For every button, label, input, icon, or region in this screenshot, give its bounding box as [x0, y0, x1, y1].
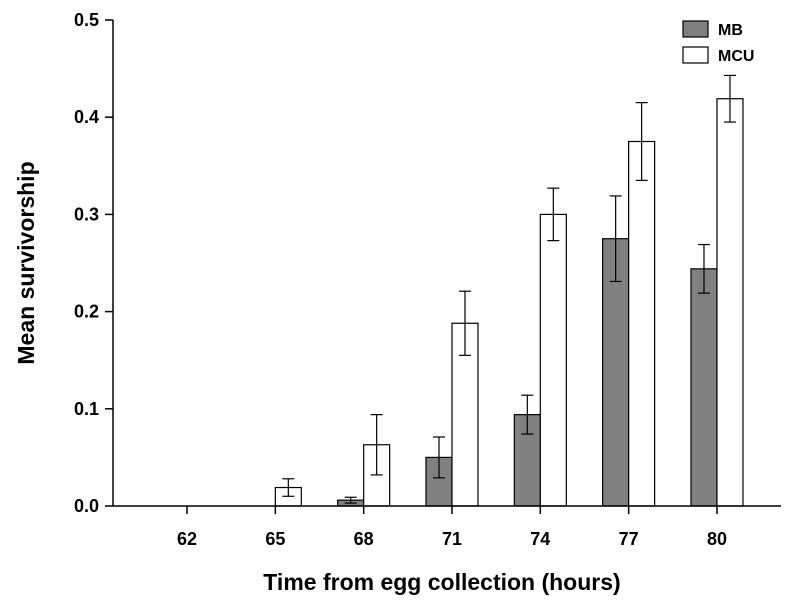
bar-mcu-80 — [716, 98, 744, 507]
bar-mcu-74 — [539, 213, 567, 507]
legend-label-mcu: MCU — [718, 48, 754, 65]
x-axis-ticks: 62 65 68 71 74 77 80 — [177, 506, 727, 549]
y-tick-label-0: 0.0 — [74, 496, 99, 516]
x-tick-label-3: 71 — [442, 529, 462, 549]
x-axis-title: Time from egg collection (hours) — [263, 569, 620, 595]
legend: MB MCU — [682, 20, 754, 65]
chart-marks — [274, 74, 744, 507]
x-tick-label-6: 80 — [707, 529, 727, 549]
x-tick-label-1: 65 — [265, 529, 285, 549]
y-tick-label-4: 0.4 — [74, 107, 99, 127]
y-tick-label-1: 0.1 — [74, 399, 99, 419]
x-tick-label-2: 68 — [354, 529, 374, 549]
y-tick-label-3: 0.3 — [74, 204, 99, 224]
legend-swatch-mb — [682, 20, 709, 38]
y-axis-ticks: 0.0 0.1 0.2 0.3 0.4 0.5 — [74, 10, 113, 516]
x-tick-label-4: 74 — [530, 529, 550, 549]
legend-swatch-mcu — [682, 46, 709, 64]
bar-mcu-77 — [628, 140, 656, 507]
y-tick-label-5: 0.5 — [74, 10, 99, 30]
legend-label-mb: MB — [718, 22, 743, 39]
bar-mb-80 — [690, 268, 718, 507]
x-tick-label-0: 62 — [177, 529, 197, 549]
x-tick-label-5: 77 — [619, 529, 639, 549]
y-axis-title: Mean survivorship — [13, 161, 39, 364]
y-tick-label-2: 0.2 — [74, 302, 99, 322]
